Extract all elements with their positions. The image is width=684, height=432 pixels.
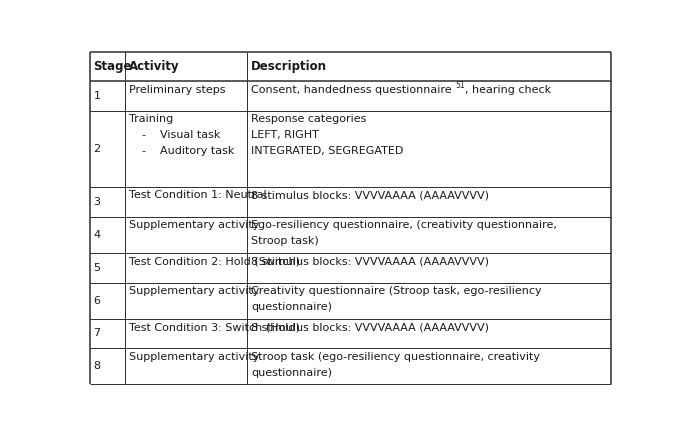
Text: 1: 1 [94,91,101,102]
Text: INTEGRATED, SEGREGATED: INTEGRATED, SEGREGATED [251,146,404,156]
Text: Stage: Stage [94,60,132,73]
Text: Training: Training [129,114,173,124]
Text: 2: 2 [94,144,101,154]
Text: Activity: Activity [129,60,180,73]
Text: 7: 7 [94,328,101,339]
Text: Response categories: Response categories [251,114,366,124]
Text: Description: Description [251,60,327,73]
Text: LEFT, RIGHT: LEFT, RIGHT [251,130,319,140]
Text: questionnaire): questionnaire) [251,368,332,378]
Text: -    Auditory task: - Auditory task [142,146,235,156]
Text: Creativity questionnaire (Stroop task, ego-resiliency: Creativity questionnaire (Stroop task, e… [251,286,542,296]
Text: 3: 3 [94,197,101,207]
Text: questionnaire): questionnaire) [251,302,332,312]
Text: Preliminary steps: Preliminary steps [129,85,226,95]
Text: Supplementary activity: Supplementary activity [129,220,259,230]
Text: Consent, handedness questionnaire: Consent, handedness questionnaire [251,85,455,95]
Text: Ego-resiliency questionnaire, (creativity questionnaire,: Ego-resiliency questionnaire, (creativit… [251,220,557,230]
Text: Test Condition 3: Switch (Hold): Test Condition 3: Switch (Hold) [129,322,300,332]
Text: Stroop task (ego-resiliency questionnaire, creativity: Stroop task (ego-resiliency questionnair… [251,352,540,362]
Text: 4: 4 [94,230,101,240]
Text: 6: 6 [94,295,101,305]
Text: 5: 5 [94,263,101,273]
Text: Supplementary activity: Supplementary activity [129,352,259,362]
Text: 8 stimulus blocks: VVVVAAAA (AAAAVVVV): 8 stimulus blocks: VVVVAAAA (AAAAVVVV) [251,322,489,332]
Text: 8 stimulus blocks: VVVVAAAA (AAAAVVVV): 8 stimulus blocks: VVVVAAAA (AAAAVVVV) [251,256,489,266]
Text: Test Condition 1: Neutral: Test Condition 1: Neutral [129,191,267,200]
Text: Stroop task): Stroop task) [251,236,319,246]
Text: 8 stimulus blocks: VVVVAAAA (AAAAVVVV): 8 stimulus blocks: VVVVAAAA (AAAAVVVV) [251,191,489,200]
Text: 8: 8 [94,362,101,372]
Text: -    Visual task: - Visual task [142,130,221,140]
Text: , hearing check: , hearing check [464,85,551,95]
Text: 51: 51 [455,81,464,90]
Text: Test Condition 2: Hold (Switch): Test Condition 2: Hold (Switch) [129,256,300,266]
Text: Supplementary activity: Supplementary activity [129,286,259,296]
